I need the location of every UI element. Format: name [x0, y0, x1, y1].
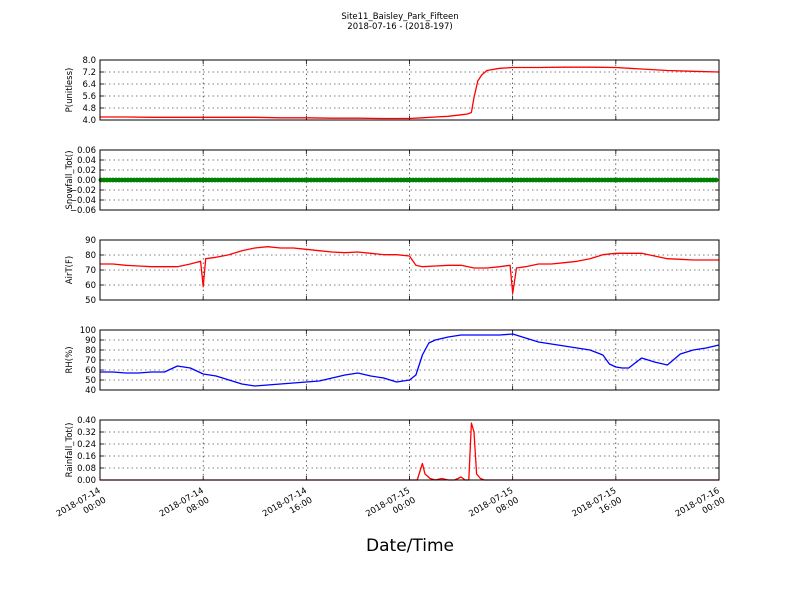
y-axis-label: RH(%) — [65, 346, 75, 373]
y-tick-label: −0.04 — [70, 196, 96, 206]
y-tick-label: 0.02 — [77, 166, 96, 176]
x-tick-label: 2018-07-1416:00 — [261, 486, 314, 529]
y-tick-label: 100 — [80, 326, 96, 336]
y-tick-label: 50 — [85, 376, 96, 386]
y-tick-label: 50 — [85, 296, 96, 306]
y-tick-label: 0.04 — [77, 156, 96, 166]
x-tick-label: 2018-07-1516:00 — [571, 486, 624, 529]
subplot-1: 4.0 4.8 5.6 6.4 7.2 8.0 P(unitless) — [65, 56, 720, 126]
x-tick-label: 2018-07-1508:00 — [467, 486, 520, 529]
x-tick-label: 2018-07-1600:00 — [674, 486, 727, 529]
y-tick-label: 5.6 — [82, 92, 96, 102]
y-tick-label: 0.40 — [77, 416, 96, 426]
y-tick-label: 70 — [85, 266, 96, 276]
series-line-3 — [100, 246, 719, 294]
y-tick-label: 90 — [85, 236, 96, 246]
series-line-4 — [100, 333, 720, 387]
subplot-2: −0.06−0.04−0.020.000.020.040.06Snowfall_… — [65, 146, 720, 216]
y-tick-label: 0.24 — [77, 440, 96, 450]
y-tick-label: 60 — [85, 281, 96, 291]
plot-frame — [99, 149, 720, 211]
y-tick-label: 0.06 — [77, 146, 96, 156]
y-tick-label: 40 — [85, 386, 96, 396]
y-tick-label: 0.00 — [77, 176, 96, 186]
y-tick-label: −0.02 — [70, 186, 96, 196]
y-tick-label: 8.0 — [82, 56, 96, 66]
y-axis-label: Rainfall_Tot() — [65, 423, 75, 478]
y-tick-label: 4.8 — [82, 104, 96, 114]
snowfall-series — [98, 177, 719, 183]
y-tick-label: 0.32 — [77, 428, 96, 438]
y-tick-label: −0.06 — [70, 206, 96, 216]
series-line-1 — [100, 66, 720, 120]
y-axis-label: AirT(F) — [65, 256, 75, 284]
series-line-5 — [100, 422, 719, 481]
x-tick-label: 2018-07-1408:00 — [158, 486, 211, 529]
y-tick-label: 4.0 — [82, 116, 96, 126]
subplot-3: 50 60 70 80 90 AirT(F) — [65, 236, 720, 306]
plot-frame — [99, 329, 720, 391]
x-axis-label: Date/Time — [366, 536, 454, 556]
plot-frame — [99, 59, 720, 121]
x-tick-label: 2018-07-1400:00 — [55, 486, 108, 529]
data-point — [713, 177, 719, 183]
y-tick-label: 60 — [85, 366, 96, 376]
plot-frame — [99, 239, 720, 301]
x-tick-label: 2018-07-1500:00 — [364, 486, 417, 529]
y-axis-label: Snowfall_Tot() — [65, 150, 75, 209]
y-tick-label: 80 — [85, 251, 96, 261]
y-tick-label: 0.16 — [77, 452, 96, 462]
y-tick-label: 90 — [85, 336, 96, 346]
chart-title-line2: 2018-07-16 - (2018-197) — [347, 22, 452, 32]
chart-title-line1: Site11_Baisley_Park_Fifteen — [341, 12, 458, 22]
y-axis-label: P(unitless) — [65, 68, 75, 113]
y-tick-label: 80 — [85, 346, 96, 356]
subplots-group: 4.0 4.8 5.6 6.4 7.2 8.0 P(unitless) −0.06−0.04−… — [55, 56, 727, 529]
y-tick-label: 0.00 — [77, 476, 96, 486]
plot-frame — [99, 419, 720, 481]
y-tick-label: 7.2 — [82, 68, 96, 78]
y-tick-label: 6.4 — [82, 80, 96, 90]
y-tick-label: 0.08 — [77, 464, 96, 474]
y-tick-label: 70 — [85, 356, 96, 366]
